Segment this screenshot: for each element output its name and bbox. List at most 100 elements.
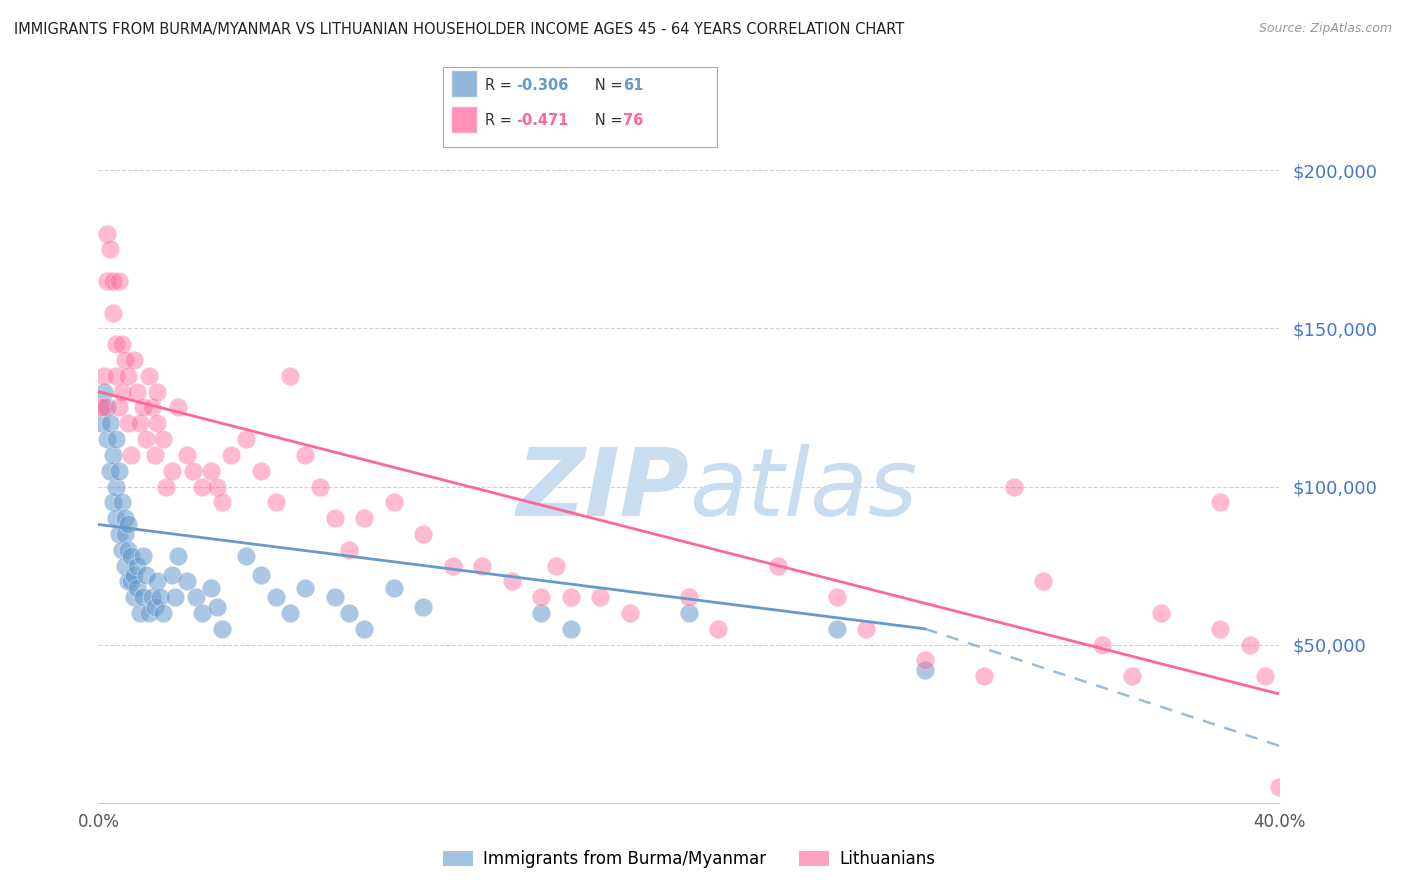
Point [339, 606, 360, 620]
Point [132, 549, 155, 563]
Point [678, 591, 700, 605]
Point [353, 622, 375, 636]
Legend: Immigrants from Burma/Myanmar, Lithuanians: Immigrants from Burma/Myanmar, Lithuania… [436, 843, 942, 874]
Point [353, 511, 375, 525]
Point [184, 591, 207, 605]
Point [122, 353, 145, 368]
Point [146, 574, 169, 589]
Point [1254, 669, 1277, 683]
Text: 61: 61 [623, 78, 643, 93]
Point [914, 653, 936, 667]
Text: R =: R = [485, 113, 516, 128]
Point [125, 384, 148, 399]
Point [138, 606, 160, 620]
Point [98, 464, 121, 478]
Point [117, 517, 139, 532]
Point [135, 568, 157, 582]
Point [146, 417, 169, 431]
Point [128, 606, 150, 620]
Point [264, 591, 287, 605]
Point [143, 448, 166, 462]
Point [93, 384, 115, 399]
Point [96, 274, 118, 288]
Point [412, 599, 434, 614]
Point [1282, 653, 1305, 667]
Point [323, 591, 346, 605]
Point [1268, 780, 1291, 794]
Point [108, 401, 131, 415]
Point [560, 591, 582, 605]
Point [766, 558, 789, 573]
Point [619, 606, 641, 620]
Point [98, 417, 121, 431]
Point [122, 568, 145, 582]
Point [111, 384, 134, 399]
Point [211, 495, 233, 509]
Point [90, 417, 112, 431]
Text: atlas: atlas [689, 444, 917, 535]
Text: R =: R = [485, 78, 516, 93]
Text: N =: N = [581, 78, 627, 93]
Point [96, 432, 118, 446]
Point [264, 495, 287, 509]
Point [471, 558, 494, 573]
Point [114, 558, 136, 573]
Text: N =: N = [581, 113, 627, 128]
Point [560, 622, 582, 636]
Point [117, 574, 139, 589]
Point [1091, 638, 1114, 652]
Text: -0.306: -0.306 [516, 78, 568, 93]
Point [530, 591, 553, 605]
Point [294, 448, 316, 462]
Point [165, 591, 187, 605]
Point [707, 622, 730, 636]
Point [162, 464, 183, 478]
Point [973, 669, 995, 683]
Point [176, 574, 198, 589]
Point [146, 384, 169, 399]
Point [90, 401, 112, 415]
Point [205, 479, 228, 493]
Point [108, 274, 131, 288]
Point [111, 495, 134, 509]
Point [825, 591, 848, 605]
Point [309, 479, 332, 493]
Point [167, 401, 190, 415]
Point [138, 368, 160, 383]
Point [96, 401, 118, 415]
Point [98, 243, 121, 257]
Point [114, 527, 136, 541]
Point [530, 606, 553, 620]
Point [105, 368, 128, 383]
Point [589, 591, 612, 605]
Point [219, 448, 242, 462]
Point [501, 574, 523, 589]
Point [103, 274, 125, 288]
Point [105, 511, 128, 525]
Point [132, 401, 155, 415]
Point [128, 417, 150, 431]
Point [125, 558, 148, 573]
Point [1209, 622, 1232, 636]
Point [1209, 495, 1232, 509]
Point [235, 549, 257, 563]
Point [105, 337, 128, 351]
Point [152, 432, 174, 446]
Point [1032, 574, 1054, 589]
Point [546, 558, 568, 573]
Point [96, 227, 118, 241]
Point [211, 622, 233, 636]
Point [120, 574, 142, 589]
Point [117, 368, 139, 383]
Point [105, 479, 128, 493]
Point [278, 606, 302, 620]
Point [250, 568, 273, 582]
Point [167, 549, 190, 563]
Point [117, 417, 139, 431]
Point [825, 622, 848, 636]
Point [143, 599, 166, 614]
Point [141, 401, 163, 415]
Text: ZIP: ZIP [516, 443, 689, 536]
Point [191, 479, 214, 493]
Point [93, 401, 115, 415]
